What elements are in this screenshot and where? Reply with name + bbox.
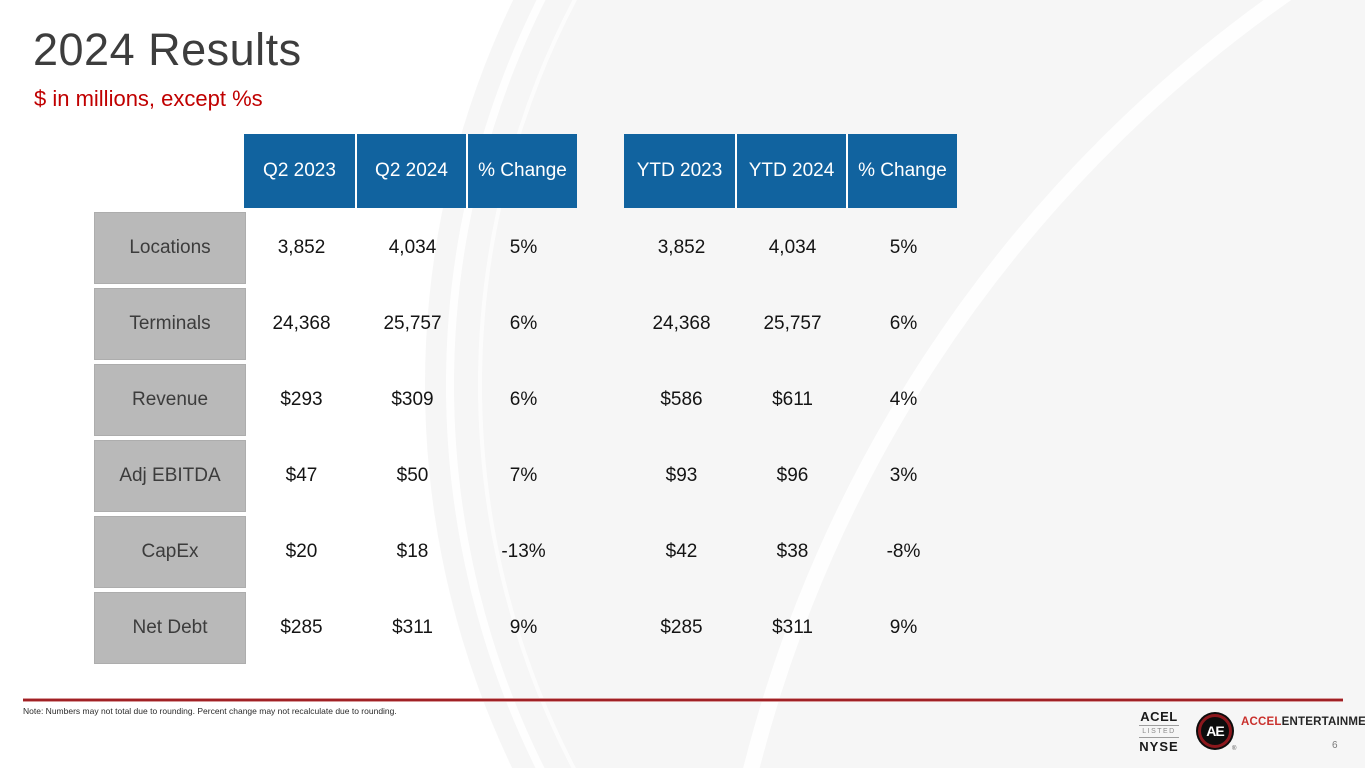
table-cell: $311: [392, 617, 433, 638]
table-row-terminals: Terminals 24,368 25,757 6% 24,368 25,757…: [94, 288, 959, 364]
table-cell: 24,368: [272, 313, 331, 334]
table-row-net-debt: Net Debt $285 $311 9% $285 $311 9%: [94, 592, 959, 668]
table-cell: 3,852: [657, 237, 706, 258]
nyse-ticker: ACEL: [1140, 709, 1178, 724]
page-number: 6: [1332, 740, 1338, 751]
registered-trademark-mark: ®: [1232, 746, 1237, 752]
nyse-listed-badge: ACEL LISTED NYSE: [1139, 710, 1179, 753]
footer-divider: [23, 699, 1343, 701]
table-header-row: Q2 2023 Q2 2024 % Change YTD 2023 YTD 20…: [94, 134, 959, 208]
row-label: Adj EBITDA: [94, 440, 246, 512]
header-cell-q2-2023: Q2 2023: [244, 134, 355, 208]
table-cell: $93: [665, 465, 698, 486]
row-label: Revenue: [94, 364, 246, 436]
table-cell: $47: [285, 465, 318, 486]
table-group-gap: [577, 134, 624, 208]
page-title: 2024 Results: [33, 24, 302, 75]
table-row-locations: Locations 3,852 4,034 5% 3,852 4,034 5%: [94, 212, 959, 288]
table-group-gap: [579, 440, 626, 516]
page-subtitle: $ in millions, except %s: [34, 86, 263, 111]
table-cell: 4,034: [768, 237, 817, 258]
table-cell: 5%: [509, 237, 538, 258]
header-cell-ytd-2023: YTD 2023: [624, 134, 735, 208]
table-cell: 6%: [509, 389, 538, 410]
table-cell: $285: [280, 617, 323, 638]
table-cell: $20: [285, 541, 318, 562]
table-cell: 5%: [889, 237, 918, 258]
table-cell: 4%: [889, 389, 918, 410]
brand-wordmark-accel: ACCEL: [1241, 716, 1282, 728]
table-cell: -8%: [886, 541, 921, 562]
brand-wordmark-entertainment: ENTERTAINMENT.: [1281, 716, 1365, 728]
table-cell: 9%: [509, 617, 538, 638]
accel-ae-logo-icon: AE: [1196, 712, 1234, 750]
table-cell: $586: [660, 389, 703, 410]
nyse-listed-label: LISTED: [1142, 728, 1176, 735]
table-cell: 25,757: [383, 313, 442, 334]
table-cell: $18: [396, 541, 429, 562]
row-label: Net Debt: [94, 592, 246, 664]
table-cell: $50: [396, 465, 429, 486]
table-row-revenue: Revenue $293 $309 6% $586 $611 4%: [94, 364, 959, 440]
table-group-gap: [579, 288, 626, 364]
table-group-gap: [579, 364, 626, 440]
nyse-badge-divider: [1139, 737, 1179, 738]
ae-monogram: AE: [1198, 714, 1232, 748]
table-cell: 24,368: [652, 313, 711, 334]
row-label: CapEx: [94, 516, 246, 588]
row-label: Terminals: [94, 288, 246, 360]
table-cell: 4,034: [388, 237, 437, 258]
nyse-badge-divider: [1139, 725, 1179, 726]
table-cell: $293: [280, 389, 323, 410]
header-cell-ytd-2024: YTD 2024: [735, 134, 846, 208]
header-cell-ytd-change: % Change: [846, 134, 957, 208]
table-cell: 6%: [509, 313, 538, 334]
brand-wordmark: ACCELENTERTAINMENT.: [1241, 716, 1365, 728]
table-group-gap: [579, 592, 626, 668]
table-group-gap: [579, 212, 626, 288]
header-cell-q2-change: % Change: [466, 134, 577, 208]
table-cell: 6%: [889, 313, 918, 334]
nyse-exchange-label: NYSE: [1139, 739, 1179, 754]
table-cell: $611: [772, 389, 813, 410]
table-row-capex: CapEx $20 $18 -13% $42 $38 -8%: [94, 516, 959, 592]
table-cell: 3,852: [277, 237, 326, 258]
table-cell: $42: [665, 541, 698, 562]
table-row-adj-ebitda: Adj EBITDA $47 $50 7% $93 $96 3%: [94, 440, 959, 516]
table-cell: $96: [776, 465, 809, 486]
table-cell: $311: [772, 617, 813, 638]
table-group-gap: [579, 516, 626, 592]
footer-note: Note: Numbers may not total due to round…: [23, 706, 397, 716]
row-label: Locations: [94, 212, 246, 284]
header-spacer: [94, 134, 244, 208]
table-cell: 9%: [889, 617, 918, 638]
table-cell: $309: [391, 389, 434, 410]
table-cell: $285: [660, 617, 703, 638]
header-cell-q2-2024: Q2 2024: [355, 134, 466, 208]
table-cell: 3%: [889, 465, 918, 486]
table-cell: -13%: [501, 541, 546, 562]
table-cell: $38: [776, 541, 809, 562]
table-cell: 7%: [509, 465, 538, 486]
results-table: Q2 2023 Q2 2024 % Change YTD 2023 YTD 20…: [94, 134, 959, 668]
table-cell: 25,757: [763, 313, 822, 334]
